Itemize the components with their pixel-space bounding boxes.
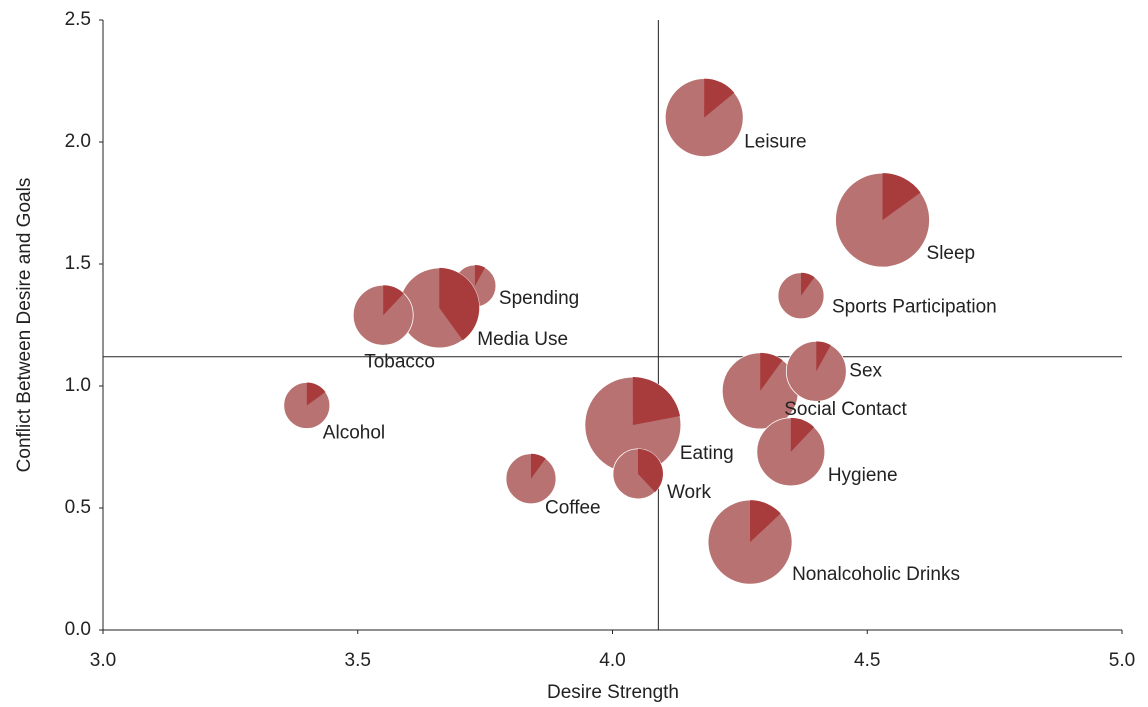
point-label: Spending [499, 288, 579, 309]
point-label: Tobacco [364, 351, 435, 372]
point-label: Hygiene [828, 465, 898, 486]
point-label: Work [667, 482, 711, 503]
y-tick-label: 1.5 [65, 253, 91, 274]
y-tick-label: 2.5 [65, 9, 91, 30]
y-tick-label: 1.0 [65, 375, 91, 396]
y-tick-label: 0.0 [65, 619, 91, 640]
pie-slice [704, 78, 735, 118]
pie-slice [530, 453, 546, 479]
pie-slice [637, 448, 663, 493]
point-label: Coffee [545, 498, 601, 519]
x-axis-label: Desire Strength [547, 682, 679, 703]
pie-slice [306, 382, 326, 406]
pie-slice [760, 352, 783, 391]
point-label: Eating [680, 443, 734, 464]
pie-slice [474, 264, 486, 286]
point-label: Sex [849, 360, 882, 381]
point-label: Leisure [744, 132, 806, 153]
x-tick-label: 3.0 [90, 650, 116, 671]
pie-slice [383, 285, 404, 316]
x-tick-label: 3.5 [345, 650, 371, 671]
x-tick-label: 4.0 [599, 650, 625, 671]
pie-slice [790, 417, 815, 452]
y-tick-label: 2.0 [65, 131, 91, 152]
pie-slice [801, 272, 815, 296]
x-tick-label: 5.0 [1109, 650, 1135, 671]
point-label: Media Use [477, 329, 568, 350]
pie-slice [632, 377, 681, 426]
pie-slice [816, 341, 831, 372]
point-label: Social Contact [784, 399, 907, 420]
point-label: Sleep [927, 243, 976, 264]
point-label: Alcohol [323, 423, 385, 444]
point-label: Sports Participation [832, 297, 997, 318]
point-label: Nonalcoholic Drinks [792, 564, 960, 585]
pie-slice [750, 500, 781, 543]
pie-slice [439, 267, 480, 341]
pie-slice [882, 173, 921, 221]
y-axis-label: Conflict Between Desire and Goals [14, 178, 35, 473]
x-tick-label: 4.5 [854, 650, 880, 671]
y-tick-label: 0.5 [65, 497, 91, 518]
